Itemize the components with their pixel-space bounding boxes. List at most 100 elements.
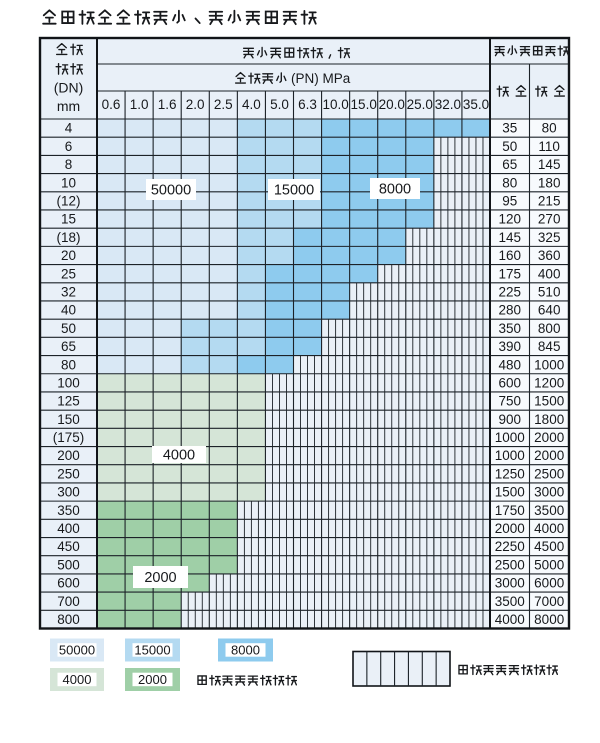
svg-text:10.0: 10.0	[322, 97, 348, 112]
svg-text:200: 200	[57, 448, 80, 463]
svg-text:(12): (12)	[56, 194, 80, 209]
svg-text:700: 700	[57, 594, 80, 609]
svg-text:6.3: 6.3	[298, 97, 317, 112]
svg-text:25: 25	[61, 266, 76, 281]
svg-text:4000: 4000	[163, 448, 195, 464]
svg-text:390: 390	[499, 339, 522, 354]
svg-text:8000: 8000	[379, 182, 411, 198]
svg-text:270: 270	[538, 212, 561, 227]
svg-text:2250: 2250	[495, 539, 525, 554]
svg-text:360: 360	[538, 248, 561, 263]
svg-text:65: 65	[502, 157, 517, 172]
svg-text:7000: 7000	[534, 594, 564, 609]
svg-text:6: 6	[65, 139, 73, 154]
svg-text:300: 300	[57, 485, 80, 500]
svg-text:0.6: 0.6	[102, 97, 121, 112]
svg-text:750: 750	[499, 394, 522, 409]
svg-text:40: 40	[61, 303, 76, 318]
svg-text:65: 65	[61, 339, 76, 354]
svg-text:(175): (175)	[53, 430, 85, 445]
svg-text:2000: 2000	[495, 521, 525, 536]
svg-text:175: 175	[499, 266, 522, 281]
svg-text:5.0: 5.0	[270, 97, 289, 112]
svg-text:2000: 2000	[144, 570, 176, 586]
svg-text:250: 250	[57, 466, 80, 481]
svg-text:400: 400	[57, 521, 80, 536]
svg-text:1000: 1000	[534, 357, 564, 372]
svg-text:50: 50	[502, 139, 517, 154]
svg-text:3000: 3000	[495, 576, 525, 591]
svg-text:350: 350	[499, 321, 522, 336]
svg-text:(18): (18)	[56, 230, 80, 245]
svg-text:8000: 8000	[534, 612, 564, 627]
svg-text:845: 845	[538, 339, 561, 354]
svg-text:2000: 2000	[138, 672, 167, 687]
svg-text:225: 225	[499, 285, 522, 300]
svg-text:800: 800	[538, 321, 561, 336]
svg-text:4.0: 4.0	[242, 97, 261, 112]
svg-text:2500: 2500	[495, 557, 525, 572]
svg-text:280: 280	[499, 303, 522, 318]
svg-text:450: 450	[57, 539, 80, 554]
svg-text:800: 800	[57, 612, 80, 627]
svg-text:400: 400	[538, 266, 561, 281]
svg-text:15000: 15000	[134, 643, 170, 658]
svg-text:1750: 1750	[495, 503, 525, 518]
svg-text:180: 180	[538, 175, 561, 190]
svg-text:20: 20	[61, 248, 76, 263]
svg-text:15.0: 15.0	[351, 97, 377, 112]
svg-text:480: 480	[499, 357, 522, 372]
svg-text:350: 350	[57, 503, 80, 518]
svg-text:1.0: 1.0	[130, 97, 149, 112]
svg-text:3500: 3500	[534, 503, 564, 518]
svg-text:95: 95	[502, 194, 517, 209]
svg-text:150: 150	[57, 412, 80, 427]
svg-text:160: 160	[499, 248, 522, 263]
svg-text:4000: 4000	[63, 672, 92, 687]
svg-text:110: 110	[538, 139, 560, 154]
svg-text:1250: 1250	[495, 466, 525, 481]
svg-text:3500: 3500	[495, 594, 525, 609]
svg-text:145: 145	[538, 157, 561, 172]
svg-text:32.0: 32.0	[435, 97, 461, 112]
svg-text:5000: 5000	[534, 557, 564, 572]
svg-text:35.0: 35.0	[463, 97, 489, 112]
svg-text:80: 80	[502, 175, 517, 190]
svg-text:600: 600	[57, 576, 80, 591]
svg-text:500: 500	[57, 557, 80, 572]
svg-text:2000: 2000	[534, 430, 564, 445]
svg-text:2.5: 2.5	[214, 97, 233, 112]
svg-text:4000: 4000	[534, 521, 564, 536]
svg-text:80: 80	[542, 121, 557, 136]
svg-text:6000: 6000	[534, 576, 564, 591]
svg-text:mm: mm	[57, 98, 80, 114]
svg-text:2500: 2500	[534, 466, 564, 481]
svg-text:8: 8	[65, 157, 73, 172]
svg-text:80: 80	[61, 357, 76, 372]
svg-text:4: 4	[65, 121, 73, 136]
svg-text:1800: 1800	[534, 412, 564, 427]
svg-text:15: 15	[61, 212, 76, 227]
svg-text:(PN) MPa: (PN) MPa	[291, 71, 351, 86]
svg-text:1000: 1000	[495, 430, 525, 445]
svg-text:2000: 2000	[534, 448, 564, 463]
svg-text:8000: 8000	[231, 643, 260, 658]
svg-text:600: 600	[499, 375, 522, 390]
svg-text:125: 125	[57, 394, 80, 409]
svg-text:50000: 50000	[59, 643, 95, 658]
svg-text:100: 100	[57, 375, 80, 390]
svg-text:50000: 50000	[151, 183, 191, 199]
svg-text:325: 325	[538, 230, 561, 245]
svg-text:1200: 1200	[534, 375, 564, 390]
svg-text:215: 215	[538, 194, 561, 209]
svg-text:4000: 4000	[495, 612, 525, 627]
svg-text:640: 640	[538, 303, 561, 318]
svg-text:15000: 15000	[274, 183, 314, 199]
svg-text:1000: 1000	[495, 448, 525, 463]
svg-text:510: 510	[538, 285, 561, 300]
svg-text:4500: 4500	[534, 539, 564, 554]
svg-text:145: 145	[499, 230, 522, 245]
svg-text:20.0: 20.0	[379, 97, 405, 112]
svg-text:1500: 1500	[534, 394, 564, 409]
svg-text:120: 120	[499, 212, 522, 227]
